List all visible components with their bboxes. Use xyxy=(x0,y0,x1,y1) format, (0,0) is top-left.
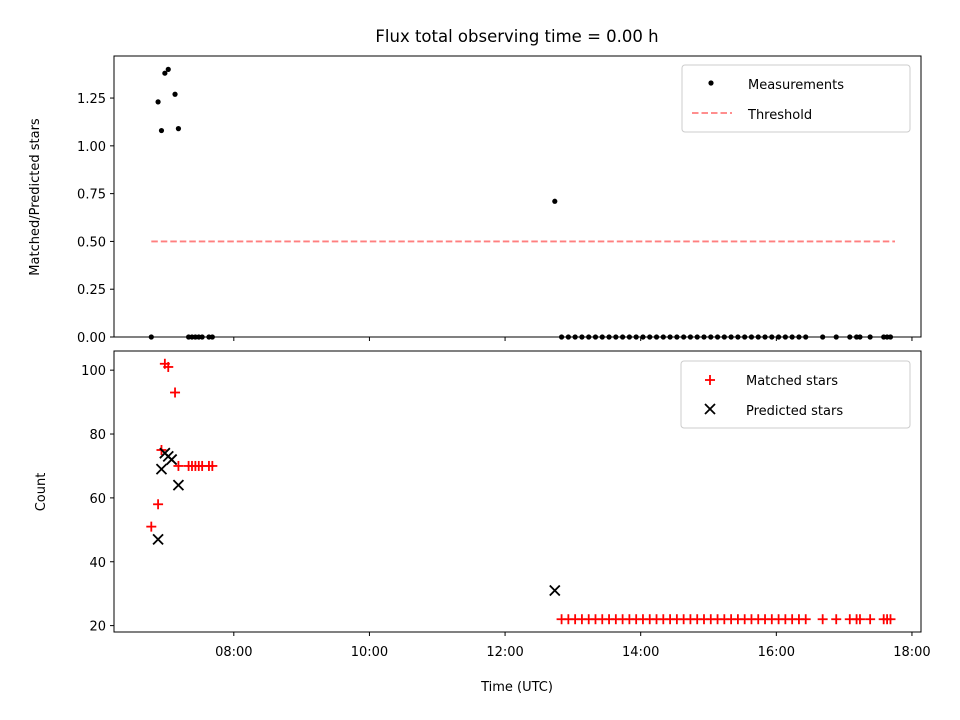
matched-star-point xyxy=(170,387,181,398)
matched-star-point xyxy=(817,614,828,625)
top-y-tick-label: 0.00 xyxy=(77,331,106,346)
top-y-tick-label: 1.00 xyxy=(77,140,106,155)
top-plot-frame xyxy=(113,55,922,338)
matched-star-point xyxy=(831,614,842,625)
x-tick-label: 08:00 xyxy=(215,645,252,660)
matched-star-point xyxy=(146,521,157,532)
bottom-y-tick-label: 20 xyxy=(89,620,106,635)
x-tick-label: 12:00 xyxy=(486,645,523,660)
predicted-star-point xyxy=(166,453,178,466)
legend-label-threshold: Threshold xyxy=(747,108,812,123)
top-plot: 0.00 0.25 0.50 0.75 1.00 1.25 xyxy=(77,55,922,346)
matched-star-point xyxy=(800,614,811,625)
predicted-star-point xyxy=(172,479,185,491)
matched-star-point xyxy=(854,614,865,625)
x-tick-label: 14:00 xyxy=(622,645,659,660)
measurement-point xyxy=(552,198,558,204)
bottom-legend: Matched stars Predicted stars xyxy=(680,360,911,429)
predicted-star-point xyxy=(152,533,164,546)
matched-star-point xyxy=(207,460,218,471)
measurement-point xyxy=(162,70,168,76)
bottom-y-tick-label: 60 xyxy=(89,492,106,507)
matched-star-point xyxy=(865,614,876,625)
chart-title: Flux total observing time = 0.00 h xyxy=(375,27,658,46)
top-y-tick-label: 0.25 xyxy=(77,283,106,298)
matched-star-point xyxy=(885,614,896,625)
predicted-star-point xyxy=(155,463,168,475)
x-axis-label: Time (UTC) xyxy=(480,680,553,695)
matched-star-point xyxy=(173,460,184,471)
legend-marker-measurements xyxy=(708,80,714,86)
legend-label-measurements: Measurements xyxy=(748,78,844,93)
legend-marker-predicted-stars xyxy=(704,403,716,415)
matched-star-point xyxy=(153,499,164,510)
top-legend: Measurements Threshold xyxy=(681,64,911,133)
bottom-y-tick-label: 80 xyxy=(89,428,106,443)
bottom-y-axis-label: Count xyxy=(34,473,49,512)
bottom-plot-frame xyxy=(113,350,922,633)
legend-label-matched-stars: Matched stars xyxy=(746,374,838,389)
measurement-point xyxy=(165,66,171,72)
measurement-point xyxy=(155,99,161,105)
x-tick-label: 10:00 xyxy=(351,645,388,660)
top-y-tick-label: 1.25 xyxy=(77,92,106,107)
predicted-star-point xyxy=(549,584,561,597)
top-y-tick-label: 0.75 xyxy=(77,188,106,203)
measurement-point xyxy=(172,91,178,97)
bottom-plot: 20 40 60 80 100 08:00 10:00 12:00 14:00 16:00 18:0… xyxy=(81,350,931,660)
legend-label-predicted-stars: Predicted stars xyxy=(746,404,843,419)
legend-marker-matched-stars xyxy=(705,375,715,385)
measurement-point xyxy=(175,126,182,132)
bottom-y-tick-label: 100 xyxy=(81,364,106,379)
top-y-tick-label: 0.50 xyxy=(77,235,106,250)
top-y-axis-label: Matched/Predicted stars xyxy=(28,118,43,276)
x-tick-label: 16:00 xyxy=(758,645,795,660)
matched-star-point xyxy=(163,361,174,372)
bottom-y-tick-label: 40 xyxy=(89,556,106,571)
measurement-point xyxy=(158,127,165,134)
x-tick-label: 18:00 xyxy=(893,645,930,660)
